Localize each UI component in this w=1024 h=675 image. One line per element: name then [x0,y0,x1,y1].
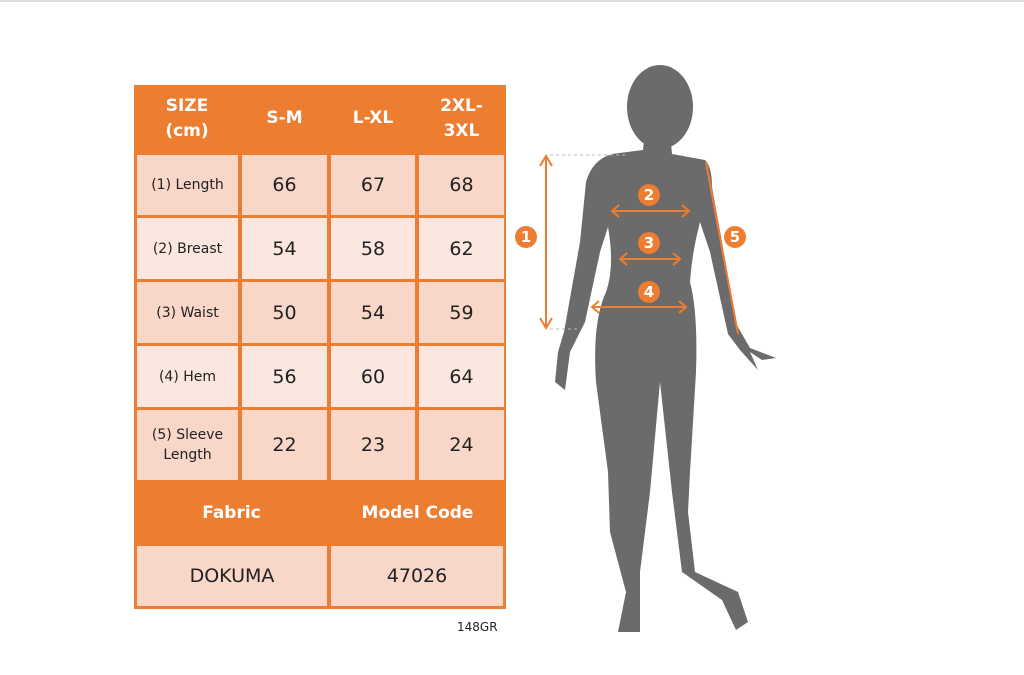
column-header: L-XL [352,108,394,128]
marker-5: 5 [730,228,740,246]
size-value: 67 [331,155,415,215]
marker-3: 3 [644,234,654,252]
fabric-value: DOKUMA [137,546,327,606]
silhouette-icon [555,65,776,632]
model-code-value: 47026 [331,546,503,606]
size-value: 68 [419,155,504,215]
size-value: 58 [331,218,415,279]
marker-4: 4 [644,283,654,301]
size-value: 59 [419,282,504,343]
row-label: (5) Sleeve Length [137,410,238,480]
product-code: 148GR [457,620,498,634]
row-label: (2) Breast [137,218,238,279]
column-header: 2XL- 3XL [440,95,483,141]
column-header: SIZE (cm) [165,95,209,141]
size-value: 50 [242,282,327,343]
row-label: (1) Length [137,155,238,215]
body-silhouette: 1 2 3 4 5 [515,65,776,632]
size-value: 66 [242,155,327,215]
size-chart-table: SIZE (cm) S-M L-XL 2XL- 3XL (1) Length 66 67 68… [134,85,506,609]
marker-1: 1 [521,228,531,246]
size-value: 22 [242,410,327,480]
size-value: 24 [419,410,504,480]
fabric-header: Fabric [202,502,261,523]
size-value: 64 [419,346,504,407]
row-label: (3) Waist [137,282,238,343]
size-value: 56 [242,346,327,407]
column-header: S-M [266,108,303,128]
size-value: 62 [419,218,504,279]
size-value: 60 [331,346,415,407]
size-value: 23 [331,410,415,480]
model-code-header: Model Code [361,502,474,523]
size-value: 54 [331,282,415,343]
row-label: (4) Hem [137,346,238,407]
size-value: 54 [242,218,327,279]
marker-2: 2 [644,186,654,204]
